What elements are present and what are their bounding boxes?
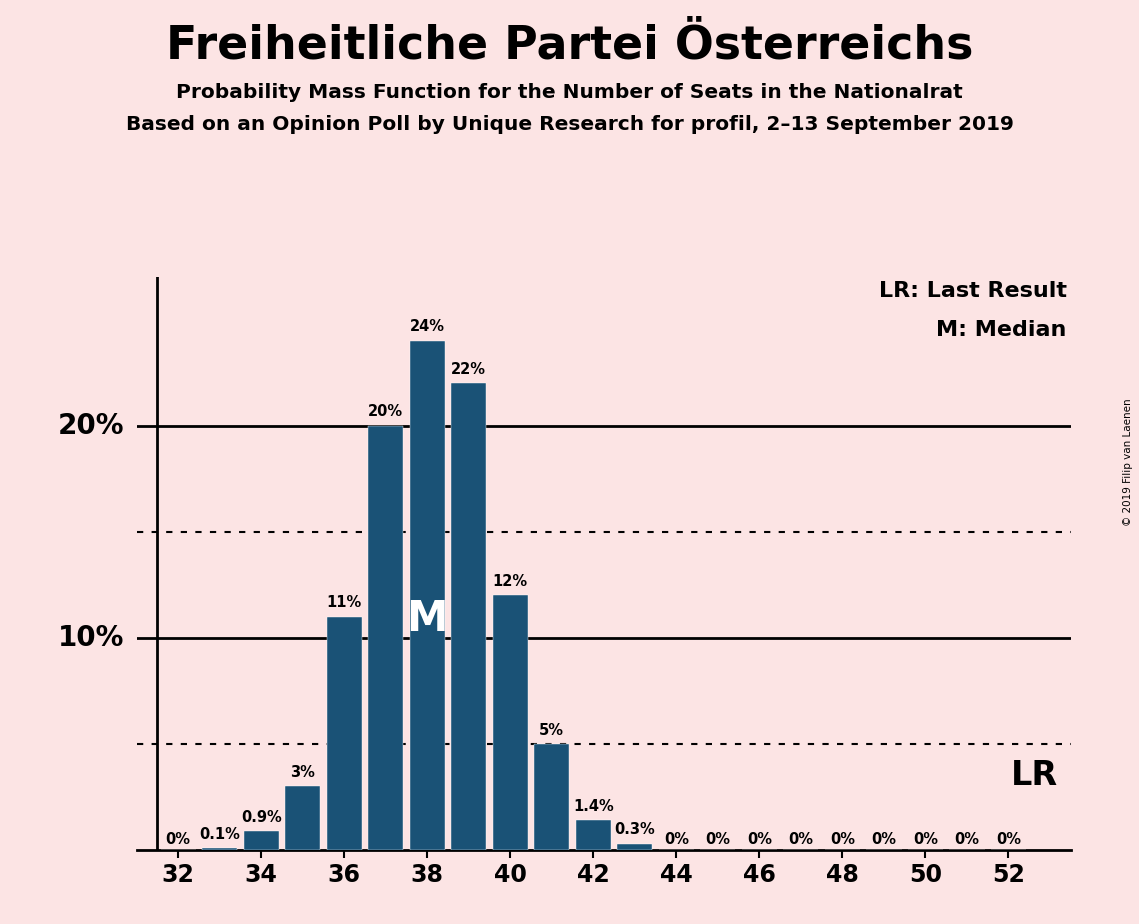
Bar <box>451 383 486 850</box>
Bar <box>617 844 653 850</box>
Text: 0%: 0% <box>995 832 1021 847</box>
Text: 0%: 0% <box>165 832 190 847</box>
Text: 12%: 12% <box>493 574 527 590</box>
Bar <box>493 595 527 850</box>
Bar <box>410 341 445 850</box>
Text: 0%: 0% <box>747 832 772 847</box>
Text: © 2019 Filip van Laenen: © 2019 Filip van Laenen <box>1123 398 1133 526</box>
Text: 20%: 20% <box>368 405 403 419</box>
Text: 1.4%: 1.4% <box>573 799 614 814</box>
Text: 0%: 0% <box>912 832 937 847</box>
Bar <box>202 848 237 850</box>
Text: Probability Mass Function for the Number of Seats in the Nationalrat: Probability Mass Function for the Number… <box>177 83 962 103</box>
Text: 10%: 10% <box>58 624 124 652</box>
Text: 0%: 0% <box>954 832 980 847</box>
Text: 20%: 20% <box>58 412 124 440</box>
Bar <box>368 426 403 850</box>
Text: 0%: 0% <box>871 832 896 847</box>
Text: M: M <box>407 598 448 639</box>
Bar <box>534 744 570 850</box>
Text: LR: Last Result: LR: Last Result <box>878 282 1066 301</box>
Text: 24%: 24% <box>410 320 444 334</box>
Text: 0%: 0% <box>788 832 813 847</box>
Bar <box>285 786 320 850</box>
Text: Based on an Opinion Poll by Unique Research for profil, 2–13 September 2019: Based on an Opinion Poll by Unique Resea… <box>125 116 1014 135</box>
Text: 0.9%: 0.9% <box>240 809 281 824</box>
Bar <box>327 616 362 850</box>
Bar <box>244 831 279 850</box>
Text: M: Median: M: Median <box>936 320 1066 340</box>
Text: 3%: 3% <box>290 765 316 780</box>
Text: 5%: 5% <box>539 723 564 737</box>
Text: 0%: 0% <box>705 832 730 847</box>
Text: 0.1%: 0.1% <box>199 827 240 842</box>
Text: 0.3%: 0.3% <box>614 822 655 837</box>
Text: 0%: 0% <box>830 832 855 847</box>
Text: LR: LR <box>1011 760 1058 792</box>
Text: Freiheitliche Partei Österreichs: Freiheitliche Partei Österreichs <box>166 23 973 68</box>
Text: 11%: 11% <box>327 595 362 611</box>
Bar <box>575 821 611 850</box>
Text: 22%: 22% <box>451 362 486 377</box>
Text: 0%: 0% <box>664 832 689 847</box>
